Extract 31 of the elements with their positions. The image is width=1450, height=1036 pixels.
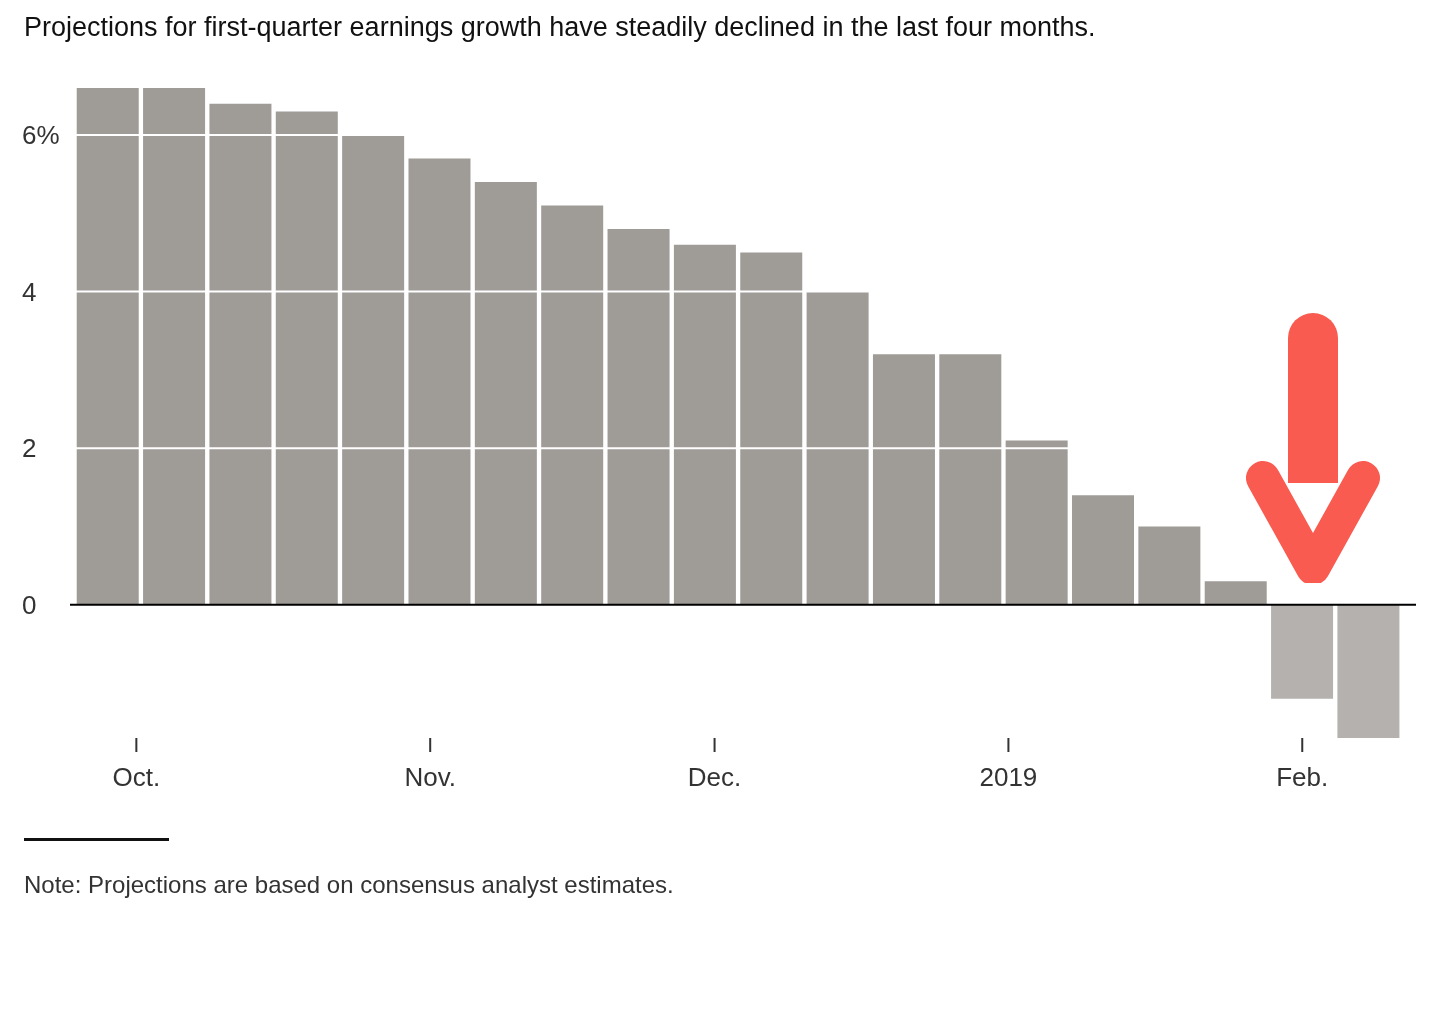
bar xyxy=(939,354,1002,605)
bar xyxy=(673,244,736,605)
y-tick-label: 4 xyxy=(22,276,37,307)
bar xyxy=(740,252,803,605)
bar xyxy=(474,181,537,605)
x-tick-label: Oct. xyxy=(112,762,161,793)
x-tick-label: Nov. xyxy=(404,762,456,793)
bar xyxy=(1005,440,1068,605)
bar xyxy=(408,158,471,605)
bar xyxy=(872,354,935,605)
bar xyxy=(607,228,670,605)
bar xyxy=(342,134,405,605)
bar xyxy=(1337,604,1400,738)
text: Note: Projections are based on consensus analyst estimates. xyxy=(24,871,675,899)
y-tick-label: 2 xyxy=(22,433,37,464)
bar xyxy=(1138,526,1201,605)
x-tick-label: Feb. xyxy=(1276,762,1329,793)
bar xyxy=(1072,495,1135,605)
bar xyxy=(143,88,206,605)
bar xyxy=(1271,604,1334,699)
y-tick-label: 0 xyxy=(22,590,37,621)
bar xyxy=(76,88,139,605)
bar xyxy=(209,103,272,605)
bar xyxy=(1204,581,1267,605)
bar xyxy=(275,111,338,605)
x-tick-label: Dec. xyxy=(687,762,742,793)
bar xyxy=(541,205,604,605)
x-tick-label: 2019 xyxy=(979,762,1038,793)
y-tick-label: 6% xyxy=(22,120,60,151)
chart-title: Projections for first-quarter earnings growth have steadily declined in the last four months. xyxy=(23,11,1097,44)
bar xyxy=(806,291,869,605)
